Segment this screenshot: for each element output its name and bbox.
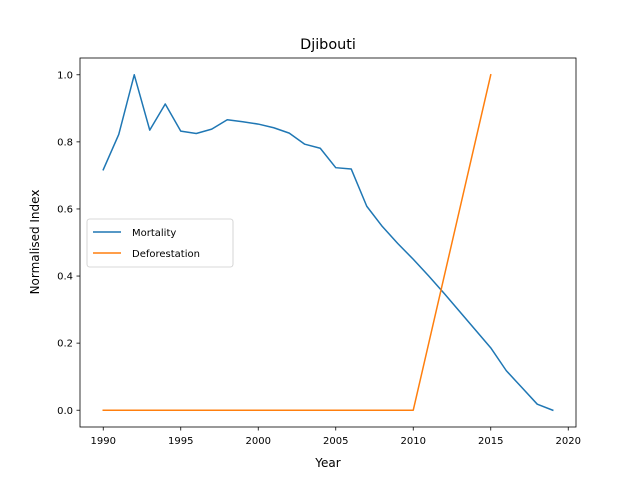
x-tick-label: 2000 [246, 436, 271, 447]
x-tick-label: 1990 [91, 436, 116, 447]
x-tick-label: 2010 [401, 436, 426, 447]
y-tick-label: 0.4 [57, 272, 73, 283]
x-tick-label: 1995 [168, 436, 193, 447]
legend-label: Deforestation [132, 249, 200, 260]
legend-label: Mortality [132, 228, 176, 239]
y-tick-label: 0.6 [57, 205, 73, 216]
plot-frame [79, 57, 577, 428]
y-tick-label: 0.2 [57, 339, 73, 350]
y-tick-label: 0.8 [57, 137, 73, 148]
legend-box [86, 218, 234, 268]
x-tick-label: 2015 [478, 436, 503, 447]
series-line-mortality [102, 74, 554, 412]
chart-title: Djibouti [300, 37, 356, 53]
x-tick-label: 2005 [323, 436, 348, 447]
y-tick-label: 0.0 [57, 406, 73, 417]
axes-layer: 1990 1995 2000 2005 2010 2015 2020 0.0 0.2 0.4 0.6… [57, 57, 581, 447]
series-layer [102, 73, 554, 412]
x-axis-label: Year [314, 456, 340, 470]
x-tick-label: 2020 [556, 436, 581, 447]
legend: Mortality Deforestation [86, 218, 234, 268]
y-axis-label: Normalised Index [28, 190, 42, 295]
series-line-deforestation [102, 73, 492, 411]
y-tick-label: 1.0 [57, 70, 73, 81]
